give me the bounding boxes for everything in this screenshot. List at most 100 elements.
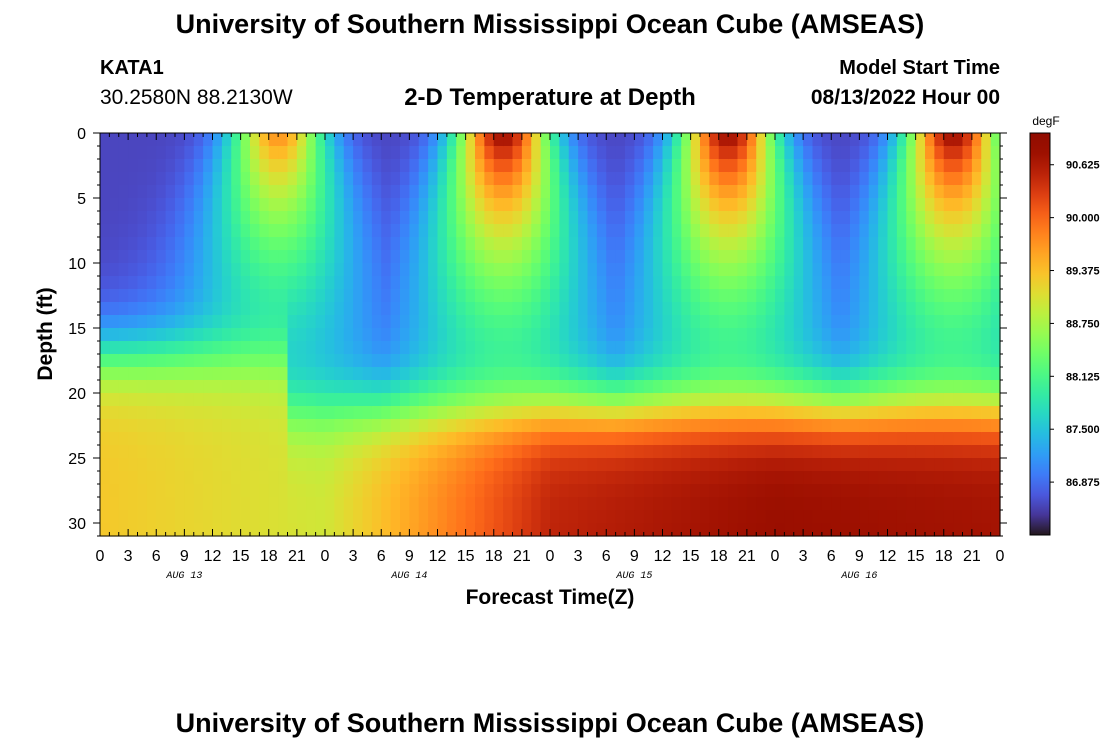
- heatmap-cell: [709, 315, 720, 329]
- heatmap-cell: [981, 419, 992, 433]
- heatmap-cell: [446, 367, 457, 381]
- heatmap-cell: [662, 289, 673, 303]
- heatmap-cell: [231, 328, 242, 342]
- heatmap-cell: [353, 380, 364, 394]
- heatmap-cell: [887, 471, 898, 485]
- heatmap-cell: [887, 211, 898, 225]
- heatmap-cell: [887, 341, 898, 355]
- heatmap-cell: [531, 406, 542, 420]
- heatmap-cell: [559, 367, 570, 381]
- heatmap-cell: [859, 432, 870, 446]
- heatmap-cell: [700, 237, 710, 251]
- heatmap-cell: [325, 289, 335, 303]
- heatmap-cell: [221, 224, 232, 238]
- heatmap-cell: [109, 445, 120, 459]
- heatmap-cell: [756, 406, 767, 420]
- heatmap-cell: [934, 354, 945, 368]
- heatmap-cell: [709, 497, 720, 511]
- heatmap-cell: [934, 497, 945, 511]
- heatmap-cell: [325, 211, 335, 225]
- heatmap-cell: [925, 341, 935, 355]
- heatmap-cell: [296, 419, 307, 433]
- heatmap-cell: [465, 445, 476, 459]
- heatmap-cell: [662, 445, 673, 459]
- heatmap-cell: [221, 289, 232, 303]
- heatmap-cell: [343, 354, 354, 368]
- heatmap-cell: [212, 211, 223, 225]
- heatmap-cell: [606, 211, 617, 225]
- heatmap-cell: [521, 406, 532, 420]
- heatmap-cell: [484, 224, 495, 238]
- heatmap-cell: [456, 393, 467, 407]
- heatmap-cell: [896, 523, 907, 537]
- heatmap-cell: [371, 224, 382, 238]
- heatmap-cell: [746, 133, 757, 147]
- heatmap-cell: [306, 237, 317, 251]
- heatmap-cell: [728, 445, 739, 459]
- heatmap-cell: [278, 445, 289, 459]
- heatmap-cell: [981, 237, 992, 251]
- heatmap-cell: [559, 432, 570, 446]
- heatmap-cell: [981, 133, 992, 147]
- heatmap-cell: [615, 133, 626, 147]
- heatmap-cell: [231, 146, 242, 160]
- heatmap-cell: [596, 380, 607, 394]
- heatmap-cell: [690, 471, 701, 485]
- heatmap-cell: [662, 172, 673, 186]
- heatmap-cell: [512, 263, 523, 277]
- heatmap-cell: [493, 146, 504, 160]
- heatmap-cell: [803, 263, 814, 277]
- x-tick-label: 9: [855, 548, 864, 565]
- heatmap-cell: [690, 380, 701, 394]
- heatmap-cell: [531, 315, 542, 329]
- heatmap-cell: [418, 302, 429, 316]
- heatmap-cell: [540, 419, 551, 433]
- heatmap-cell: [971, 354, 982, 368]
- heatmap-cell: [906, 224, 917, 238]
- heatmap-cell: [137, 315, 148, 329]
- heatmap-cell: [990, 185, 1001, 199]
- heatmap-cell: [568, 224, 579, 238]
- heatmap-cell: [296, 133, 307, 147]
- heatmap-cell: [118, 146, 129, 160]
- heatmap-cell: [821, 237, 832, 251]
- heatmap-cell: [812, 211, 823, 225]
- heatmap-cell: [962, 341, 973, 355]
- heatmap-cell: [868, 315, 879, 329]
- heatmap-cell: [503, 445, 514, 459]
- heatmap-cell: [268, 302, 279, 316]
- heatmap-cell: [765, 393, 776, 407]
- heatmap-cell: [118, 276, 129, 290]
- heatmap-cell: [268, 224, 279, 238]
- heatmap-cell: [981, 406, 992, 420]
- heatmap-cell: [418, 367, 429, 381]
- heatmap-cell: [840, 458, 851, 472]
- heatmap-cell: [128, 302, 139, 316]
- heatmap-cell: [718, 484, 729, 498]
- heatmap-cell: [362, 211, 373, 225]
- heatmap-cell: [775, 393, 785, 407]
- heatmap-cell: [493, 497, 504, 511]
- heatmap-cell: [737, 510, 748, 524]
- heatmap-cell: [418, 471, 429, 485]
- heatmap-cell: [681, 341, 692, 355]
- heatmap-cell: [700, 445, 710, 459]
- heatmap-cell: [137, 523, 148, 537]
- heatmap-cell: [540, 354, 551, 368]
- heatmap-cell: [868, 341, 879, 355]
- heatmap-cell: [643, 458, 654, 472]
- heatmap-cell: [325, 380, 335, 394]
- heatmap-cell: [184, 224, 195, 238]
- heatmap-cell: [240, 185, 251, 199]
- heatmap-cell: [934, 419, 945, 433]
- heatmap-cell: [278, 484, 289, 498]
- heatmap-cell: [418, 497, 429, 511]
- heatmap-cell: [212, 328, 223, 342]
- heatmap-cell: [700, 159, 710, 173]
- heatmap-cell: [925, 302, 935, 316]
- heatmap-cell: [334, 159, 345, 173]
- heatmap-cell: [325, 432, 335, 446]
- heatmap-cell: [878, 380, 889, 394]
- heatmap-cell: [812, 263, 823, 277]
- heatmap-cell: [418, 315, 429, 329]
